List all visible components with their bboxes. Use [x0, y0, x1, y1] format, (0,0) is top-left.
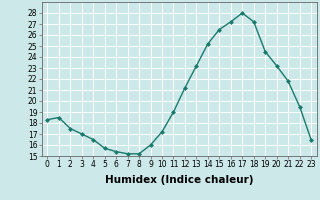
X-axis label: Humidex (Indice chaleur): Humidex (Indice chaleur) [105, 175, 253, 185]
